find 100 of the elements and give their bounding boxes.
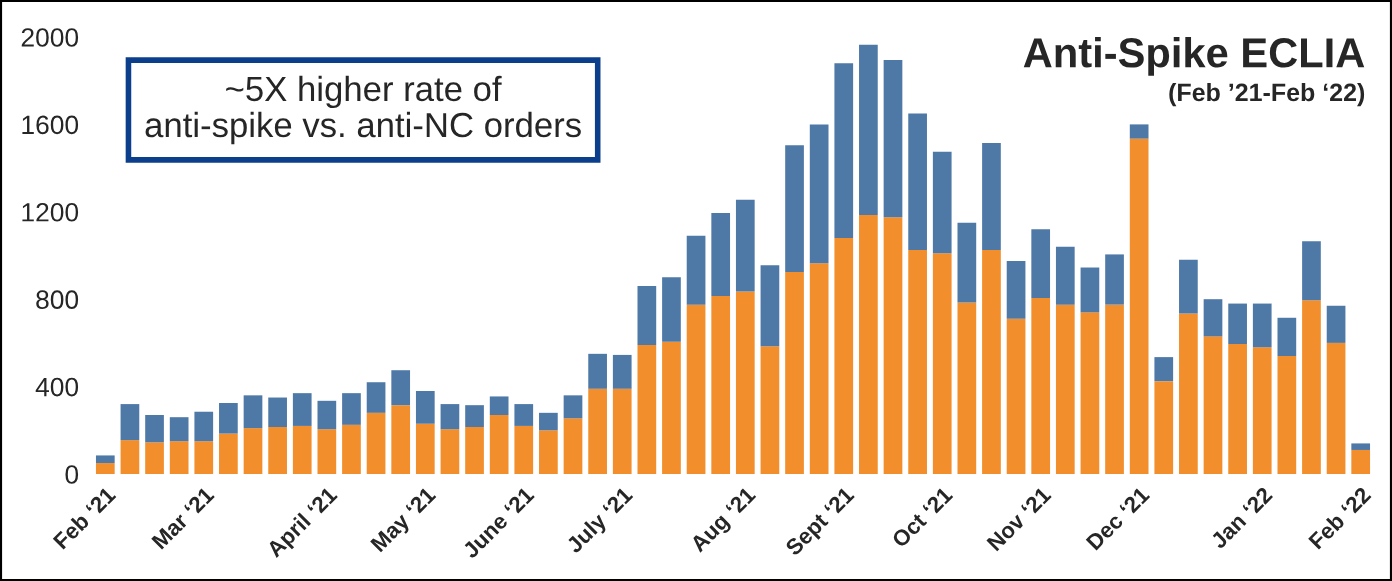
bar bbox=[415, 390, 435, 424]
bar bbox=[883, 217, 903, 474]
bar bbox=[465, 405, 484, 428]
bar bbox=[612, 388, 632, 474]
bar bbox=[1277, 356, 1297, 474]
bar bbox=[95, 463, 115, 474]
y-tick-label: 2000 bbox=[21, 28, 79, 47]
bar bbox=[859, 215, 878, 474]
bar bbox=[1154, 381, 1174, 474]
bar bbox=[932, 151, 952, 254]
x-tick-label: Dec ‘21 bbox=[1085, 485, 1151, 551]
bar bbox=[292, 393, 312, 426]
bar bbox=[219, 402, 238, 434]
bar bbox=[1203, 336, 1223, 474]
bar bbox=[292, 425, 312, 474]
bar bbox=[859, 44, 878, 216]
bar bbox=[662, 277, 681, 342]
bar bbox=[809, 124, 829, 264]
bar bbox=[760, 346, 780, 474]
bar bbox=[1031, 229, 1051, 299]
x-tick-label: May ‘21 bbox=[370, 485, 440, 556]
bar bbox=[1277, 317, 1297, 357]
bar bbox=[169, 441, 189, 474]
annotation: ~5X higher rate of anti-spike vs. anti-NC orders bbox=[145, 75, 581, 145]
bar bbox=[243, 428, 263, 474]
y-tick-label: 1200 bbox=[22, 202, 79, 222]
bar bbox=[268, 427, 287, 474]
bar bbox=[1179, 259, 1198, 314]
bar bbox=[120, 440, 140, 474]
bar bbox=[489, 415, 509, 474]
bar bbox=[1326, 305, 1346, 343]
bar bbox=[1080, 267, 1100, 313]
bar bbox=[415, 423, 435, 474]
bar bbox=[563, 418, 583, 474]
bar bbox=[465, 427, 484, 474]
bar bbox=[1129, 124, 1149, 139]
bar bbox=[1302, 300, 1321, 474]
x-tick-label: Feb ‘21 bbox=[52, 485, 117, 550]
bar bbox=[883, 59, 903, 218]
bar bbox=[1105, 254, 1124, 305]
bar bbox=[539, 412, 558, 431]
bar bbox=[342, 424, 361, 474]
bar bbox=[1302, 241, 1321, 301]
bar bbox=[1129, 138, 1149, 474]
bar bbox=[982, 250, 1001, 474]
bar bbox=[760, 265, 780, 347]
bar bbox=[1252, 347, 1272, 474]
bar bbox=[366, 412, 386, 474]
bar bbox=[1105, 304, 1124, 474]
text: (Feb ’21-Feb ‘22) bbox=[1169, 82, 1365, 107]
bar bbox=[588, 388, 607, 474]
x-tick-label: Feb ‘22 bbox=[1307, 485, 1372, 550]
bar bbox=[194, 441, 214, 474]
bar bbox=[1006, 318, 1026, 474]
bar bbox=[120, 404, 140, 441]
bar bbox=[440, 429, 460, 474]
x-tick-label: Nov ‘21 bbox=[986, 485, 1052, 552]
bar bbox=[391, 370, 411, 406]
bar bbox=[1203, 299, 1223, 337]
bar bbox=[243, 395, 263, 429]
bar bbox=[145, 415, 164, 443]
bar bbox=[169, 417, 189, 442]
bar bbox=[489, 396, 509, 415]
x-tick-label: Oct ‘21 bbox=[890, 485, 954, 549]
bar bbox=[1252, 303, 1272, 348]
bar bbox=[514, 425, 534, 474]
bar bbox=[440, 404, 460, 430]
bar bbox=[637, 286, 657, 346]
bar bbox=[637, 345, 657, 474]
bar bbox=[563, 395, 583, 419]
bar bbox=[785, 271, 804, 474]
bar bbox=[514, 404, 534, 426]
bar bbox=[686, 235, 706, 305]
bar bbox=[834, 63, 854, 239]
y-tick-label: 0 bbox=[65, 465, 79, 484]
bar bbox=[932, 253, 952, 474]
bar bbox=[1006, 260, 1026, 319]
bar bbox=[1326, 342, 1346, 474]
bar bbox=[735, 291, 755, 474]
bar bbox=[834, 238, 854, 474]
bar bbox=[1031, 298, 1051, 474]
bar bbox=[391, 405, 411, 474]
bar bbox=[1179, 313, 1198, 474]
bar bbox=[957, 302, 977, 474]
bar bbox=[735, 199, 755, 292]
bar bbox=[1228, 303, 1247, 344]
y-tick-label: 1600 bbox=[22, 115, 79, 135]
bar bbox=[219, 433, 238, 474]
bar bbox=[612, 354, 632, 389]
bar bbox=[908, 250, 927, 474]
bar bbox=[95, 455, 115, 464]
bar bbox=[711, 295, 731, 474]
x-tick-label: Jan ‘22 bbox=[1209, 486, 1274, 550]
bar bbox=[1080, 312, 1100, 474]
bar bbox=[982, 142, 1001, 251]
bar bbox=[957, 222, 977, 303]
bar bbox=[145, 442, 164, 474]
y-tick-label: 400 bbox=[35, 377, 79, 397]
bar bbox=[539, 430, 558, 474]
bar bbox=[908, 113, 927, 251]
